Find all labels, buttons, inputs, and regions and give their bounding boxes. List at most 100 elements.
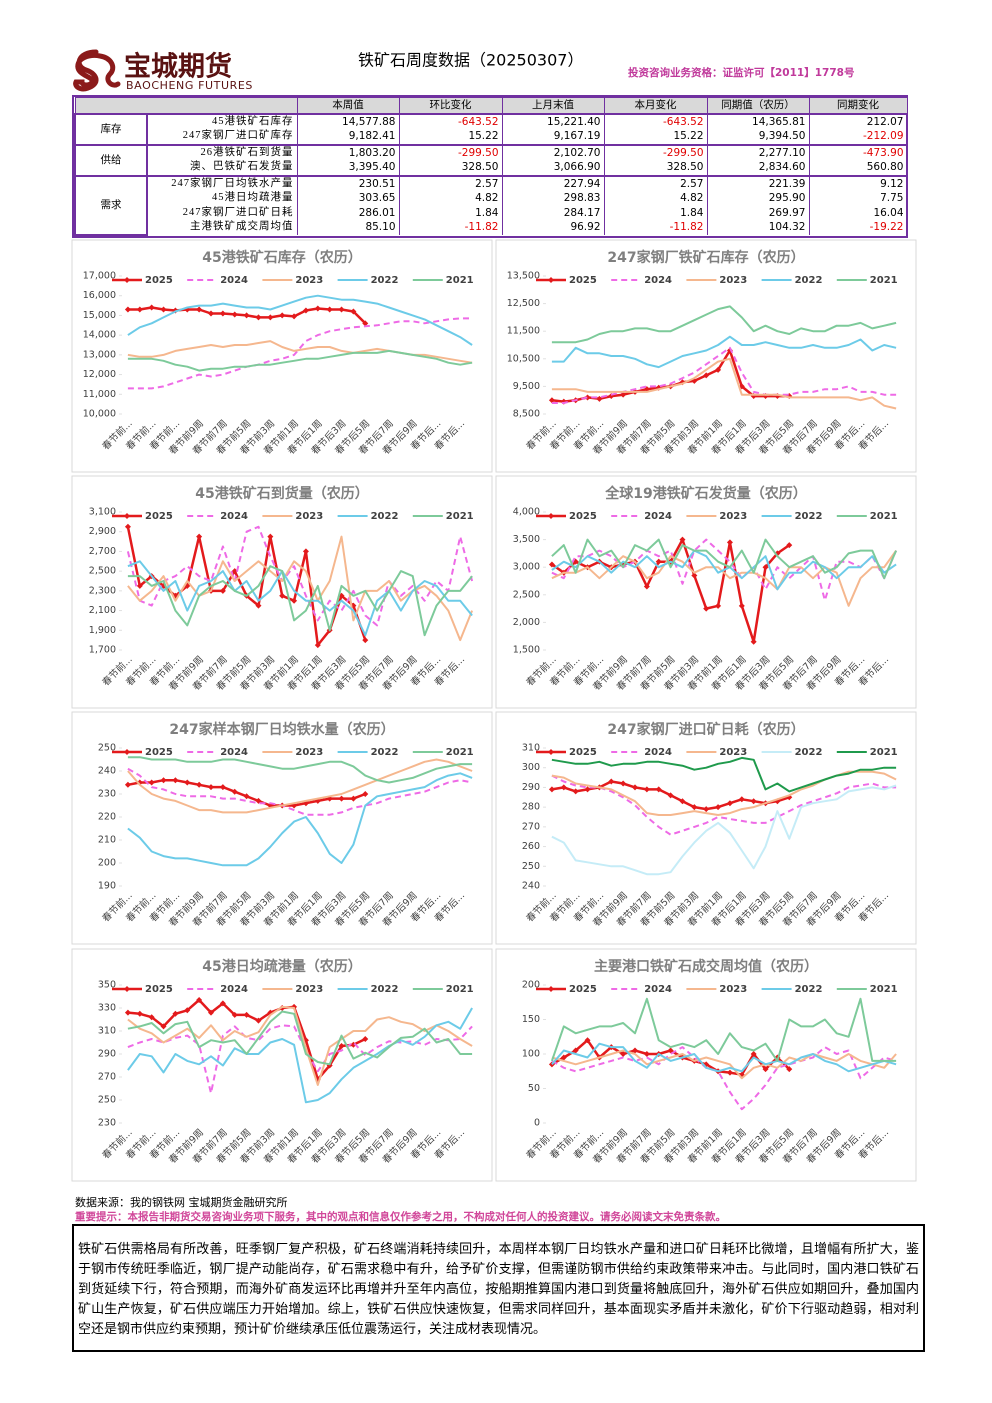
chart-title: 45港铁矿石库存（农历） — [202, 249, 361, 266]
y-tick-label: 10,000 — [83, 409, 116, 420]
point-marker — [338, 306, 345, 313]
y-tick-label: 250 — [522, 861, 540, 872]
table-frame: 本周值 环比变化 上月末值 本月变化 同期值（农历） 同期变化 库存 45港铁矿石库存 14,5… — [72, 95, 908, 238]
y-tick-label: 8,500 — [513, 409, 540, 420]
legend-label: 2022 — [371, 984, 399, 995]
item-label: 45港铁矿石库存 — [146, 112, 297, 129]
point-marker — [255, 602, 262, 609]
legend-label: 2025 — [145, 511, 173, 522]
series-line — [551, 550, 897, 607]
legend-label: 2024 — [644, 275, 672, 286]
cell: 15.22 — [603, 129, 708, 145]
legend-marker — [548, 513, 554, 519]
legend-marker — [124, 513, 130, 519]
cell: -11.82 — [398, 220, 503, 235]
y-tick-label: 240 — [522, 881, 540, 892]
point-marker — [762, 1066, 769, 1073]
y-tick-label: 3,100 — [89, 507, 116, 518]
cell: 284.17 — [501, 205, 605, 220]
series-line — [127, 565, 473, 637]
y-tick-label: 9,500 — [513, 381, 540, 392]
point-marker — [326, 306, 333, 313]
point-marker — [786, 542, 793, 549]
point-marker — [172, 777, 179, 784]
legend-label: 2025 — [569, 747, 597, 758]
cell: 3,066.90 — [501, 160, 605, 176]
chart-title: 247家钢厂铁矿石库存（农历） — [607, 249, 804, 266]
point-marker — [643, 786, 650, 793]
point-marker — [196, 533, 203, 540]
point-marker — [160, 777, 167, 784]
y-tick-label: 350 — [98, 980, 116, 991]
y-tick-label: 290 — [522, 782, 540, 793]
point-marker — [302, 307, 309, 314]
legend-label: 2022 — [371, 747, 399, 758]
series-line — [551, 538, 898, 602]
point-marker — [196, 781, 203, 788]
legend-label: 2021 — [870, 275, 898, 286]
cell: 298.83 — [501, 191, 605, 206]
point-marker — [632, 1047, 638, 1054]
y-tick-label: 13,000 — [83, 349, 116, 360]
legend-label: 2024 — [220, 747, 248, 758]
point-marker — [584, 786, 591, 793]
header-row: 本周值 环比变化 上月末值 本月变化 同期值（农历） 同期变化 — [74, 97, 908, 114]
point-marker — [136, 582, 143, 589]
cell: -299.50 — [603, 143, 708, 160]
point-marker — [219, 310, 226, 317]
point-marker — [362, 791, 369, 797]
point-marker — [572, 788, 579, 795]
y-tick-label: 1,900 — [89, 625, 116, 636]
column-header: 本周值 — [296, 97, 400, 114]
point-marker — [620, 780, 627, 787]
legend-label: 2023 — [295, 275, 323, 286]
y-tick-label: 50 — [528, 1083, 540, 1094]
y-tick-label: 15,000 — [83, 310, 116, 321]
column-header: 本月变化 — [603, 97, 708, 114]
column-header: 同期变化 — [808, 97, 908, 114]
point-marker — [738, 796, 745, 803]
y-tick-label: 250 — [98, 743, 116, 754]
legend-label: 2021 — [870, 984, 898, 995]
series-line — [551, 549, 897, 591]
legend-label: 2024 — [644, 511, 672, 522]
legend-label: 2022 — [795, 275, 823, 286]
point-marker — [291, 313, 298, 320]
cell: -643.52 — [603, 112, 708, 129]
y-tick-label: 2,700 — [89, 546, 116, 557]
point-marker — [196, 306, 203, 313]
y-tick-label: 260 — [522, 841, 540, 852]
license: 投资咨询业务资格：证监许可【2011】1778号 — [628, 66, 854, 79]
y-tick-label: 190 — [98, 881, 116, 892]
logo-cn: 宝城期货 — [124, 51, 232, 83]
point-marker — [124, 781, 131, 788]
point-marker — [184, 1007, 191, 1014]
point-marker — [136, 306, 143, 313]
y-tick-label: 11,500 — [507, 326, 540, 337]
point-marker — [691, 804, 698, 811]
cell: -19.22 — [808, 220, 908, 235]
point-marker — [314, 642, 321, 649]
point-marker — [715, 366, 722, 373]
point-marker — [184, 779, 191, 786]
cell: 303.65 — [296, 191, 400, 206]
chart-frame — [71, 948, 493, 1182]
group-label: 库存 — [74, 112, 148, 146]
y-tick-label: 3,000 — [513, 562, 540, 573]
point-marker — [703, 372, 710, 379]
cell: 2,102.70 — [501, 143, 605, 160]
row: 247家钢厂进口矿库存 9,182.41 15.22 9,167.19 15.22 9,3… — [75, 129, 908, 145]
cell: 15,221.40 — [501, 112, 605, 129]
cell: 14,365.81 — [706, 112, 810, 129]
cell: 2,277.10 — [706, 143, 810, 160]
point-marker — [620, 1051, 627, 1057]
y-tick-label: 150 — [522, 1014, 540, 1025]
legend-label: 2021 — [870, 747, 898, 758]
point-marker — [667, 792, 674, 799]
column-header: 同期值（农历） — [706, 97, 810, 114]
y-tick-label: 2,100 — [89, 605, 116, 616]
point-marker — [338, 1042, 345, 1049]
legend-label: 2025 — [569, 275, 597, 286]
point-marker — [231, 1011, 238, 1018]
point-marker — [786, 1066, 793, 1073]
